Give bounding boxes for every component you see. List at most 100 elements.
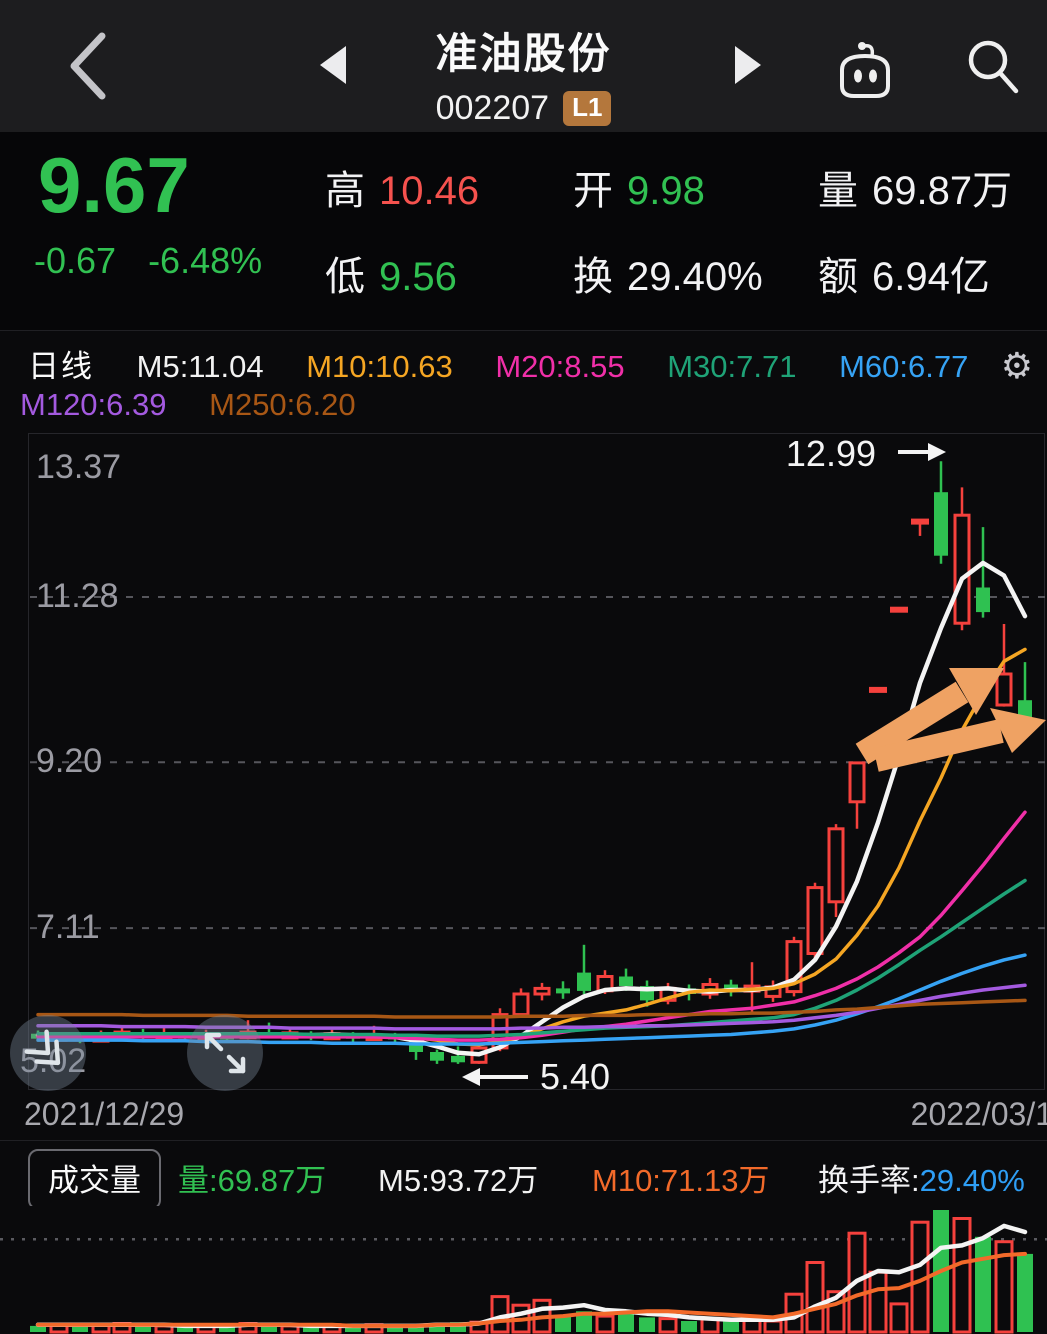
- candle-body: [577, 972, 591, 991]
- ma5-value: M5:11.04: [136, 349, 264, 384]
- volume-bar: [681, 1321, 697, 1332]
- y-axis-label: 9.20: [36, 742, 102, 780]
- volume-bar: [952, 1217, 972, 1334]
- volume-bar-chart[interactable]: [0, 1206, 1047, 1334]
- jump-to-latest-button[interactable]: [10, 1015, 86, 1091]
- volume-bar: [303, 1325, 319, 1332]
- volume-bar: [975, 1236, 991, 1332]
- settings-gear-icon[interactable]: ⚙: [1000, 345, 1033, 386]
- high-annotation-label: 12.99: [786, 433, 876, 474]
- candle-body: [934, 492, 948, 556]
- candle: [911, 518, 929, 536]
- quote-volume: 量 69.87万: [818, 169, 1013, 213]
- candle-body: [976, 587, 990, 613]
- candle: [533, 982, 551, 1001]
- volume-bar: [658, 1317, 678, 1334]
- limit-board-dash: [869, 686, 887, 693]
- prev-stock-arrow-icon[interactable]: [318, 44, 348, 86]
- volume-bar: [135, 1324, 151, 1332]
- candle-body: [953, 513, 971, 625]
- double-chevron-icon: [24, 1029, 61, 1066]
- main-chart-panel: 13.37 11.28 9.20 7.11 5.02 12.99 5.40: [0, 432, 1047, 1092]
- volume-ma5-value: M5:93.72万: [378, 1163, 539, 1198]
- volume-bar: [618, 1311, 634, 1332]
- candle: [430, 1049, 444, 1064]
- volume-bar: [429, 1323, 445, 1332]
- ma-line-m30: [36, 878, 1027, 1038]
- price-change-row: -0.67 -6.48%: [34, 240, 262, 282]
- candle: [451, 1046, 465, 1064]
- candle-body: [533, 986, 551, 996]
- volume-value: 量:69.87万: [178, 1163, 327, 1198]
- candle: [953, 487, 971, 631]
- quote-amount: 额 6.94亿: [818, 255, 990, 299]
- candle-body: [512, 992, 530, 1017]
- candle-body: [911, 518, 929, 525]
- quote-high: 高 10.46: [325, 169, 480, 213]
- candle: [976, 527, 990, 618]
- candle-body: [430, 1052, 444, 1061]
- candle: [934, 461, 948, 564]
- quote-low: 低 9.56: [325, 255, 457, 299]
- volume-bar: [450, 1322, 466, 1332]
- candle-body: [995, 672, 1013, 707]
- volume-bar: [868, 1270, 888, 1334]
- volume-bar: [177, 1325, 193, 1332]
- ma30-value: M30:7.71: [667, 349, 797, 384]
- top-navigation-bar: 准油股份 002207 L1: [0, 0, 1047, 132]
- volume-chart-panel: [0, 1206, 1047, 1334]
- ma10-value: M10:10.63: [306, 349, 453, 384]
- candle: [827, 824, 845, 917]
- candle: [577, 944, 591, 994]
- quote-level-badge: L1: [563, 91, 612, 126]
- candle-body: [724, 984, 738, 991]
- volume-bar: [576, 1311, 592, 1332]
- volume-bar: [639, 1317, 655, 1332]
- end-date-label: 2022/03/1: [910, 1096, 1047, 1132]
- last-price: 9.67: [38, 141, 190, 229]
- fullscreen-expand-button[interactable]: [187, 1015, 263, 1091]
- candle: [848, 761, 866, 829]
- start-date-label: 2021/12/29: [24, 1096, 185, 1132]
- candle: [995, 624, 1013, 707]
- y-axis-label: 13.37: [36, 448, 121, 486]
- candle: [785, 936, 803, 997]
- volume-bar: [30, 1325, 46, 1332]
- y-axis-label: 11.28: [36, 577, 119, 615]
- next-stock-arrow-icon[interactable]: [733, 44, 763, 86]
- volume-bar: [994, 1240, 1014, 1334]
- quote-panel: 9.67 -0.67 -6.48% 高 10.46 低 9.56 开 9.98 换 29…: [0, 132, 1047, 330]
- ma-indicator-bar: 日线 M5:11.04 M10:10.63 M20:8.55 M30:7.71 …: [0, 330, 1047, 432]
- ma120-value: M120:6.39: [20, 387, 167, 422]
- search-icon[interactable]: [962, 34, 1024, 100]
- ma20-value: M20:8.55: [495, 349, 625, 384]
- period-selector[interactable]: 日线: [28, 349, 94, 384]
- quote-open: 开 9.98: [573, 169, 705, 213]
- candle-body: [848, 761, 866, 804]
- drawn-arrow-right-icon: [873, 719, 1004, 772]
- volume-tab[interactable]: 成交量: [28, 1149, 161, 1210]
- volume-bar: [408, 1324, 424, 1332]
- ma-line-m10: [36, 647, 1027, 1047]
- robot-assistant-icon[interactable]: [828, 40, 902, 102]
- volume-bar: [1017, 1253, 1033, 1332]
- turnover-rate: 换手率:29.40%: [818, 1163, 1025, 1198]
- ma-line-m250: [36, 998, 1027, 1019]
- limit-board-dash: [890, 606, 908, 613]
- volume-ma-line-m10: [36, 1251, 1027, 1328]
- candle: [806, 882, 824, 961]
- volume-bar: [555, 1314, 571, 1332]
- candle: [869, 686, 887, 693]
- back-icon[interactable]: [62, 28, 114, 104]
- volume-bar: [345, 1325, 361, 1332]
- drawn-arrow-up-head: [949, 668, 1004, 715]
- candle-body: [619, 976, 633, 986]
- candle-body: [451, 1055, 465, 1063]
- candle-body: [806, 886, 824, 956]
- ma-line-m20: [36, 810, 1027, 1042]
- volume-bar: [219, 1325, 235, 1332]
- ma-line-m120: [36, 983, 1027, 1031]
- volume-bar: [387, 1325, 403, 1332]
- stock-title: 准油股份: [435, 30, 612, 77]
